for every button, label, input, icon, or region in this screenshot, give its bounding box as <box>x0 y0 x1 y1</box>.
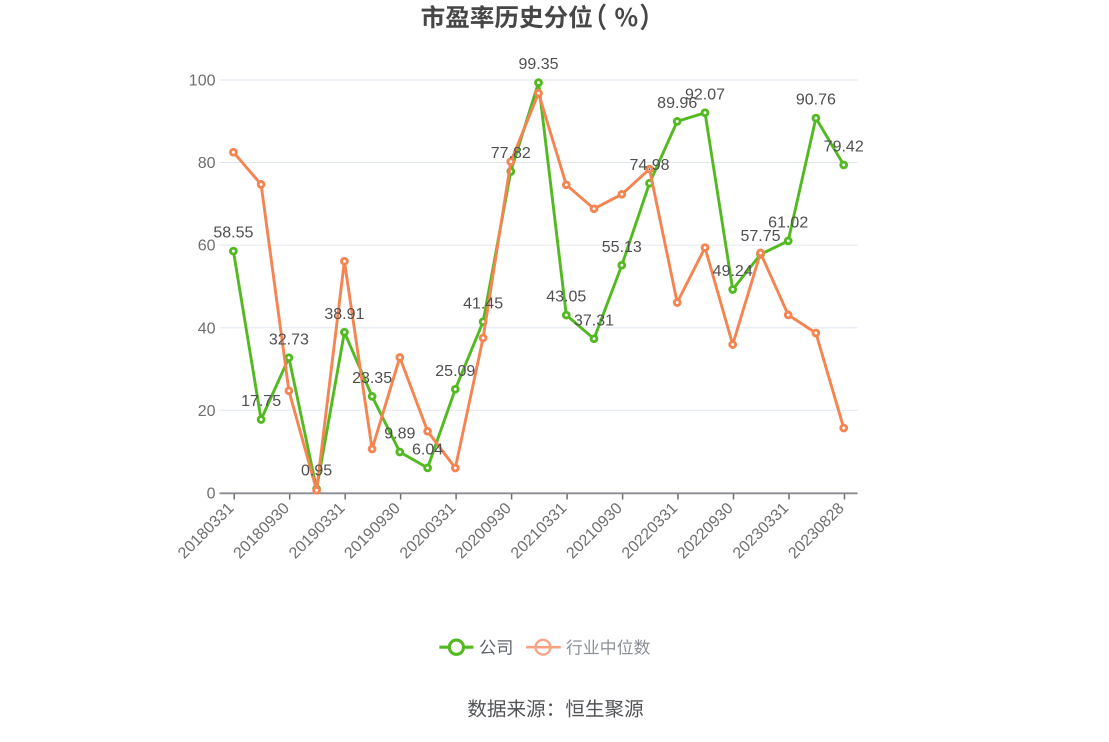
svg-text:49.24: 49.24 <box>713 263 753 280</box>
svg-text:100: 100 <box>189 73 216 90</box>
svg-text:92.07: 92.07 <box>685 86 725 103</box>
svg-text:43.05: 43.05 <box>546 289 586 306</box>
svg-text:58.55: 58.55 <box>213 225 253 242</box>
svg-text:32.73: 32.73 <box>269 331 309 348</box>
svg-text:37.31: 37.31 <box>574 312 614 329</box>
svg-text:80: 80 <box>198 155 216 172</box>
svg-text:55.13: 55.13 <box>602 239 642 256</box>
svg-text:60: 60 <box>198 238 216 255</box>
svg-text:25.09: 25.09 <box>435 363 475 380</box>
svg-text:90.76: 90.76 <box>796 92 836 109</box>
svg-text:57.75: 57.75 <box>740 228 780 245</box>
svg-text:23.35: 23.35 <box>352 370 392 387</box>
svg-text:38.91: 38.91 <box>324 306 364 323</box>
svg-text:0: 0 <box>207 485 216 502</box>
svg-text:77.82: 77.82 <box>491 145 531 162</box>
svg-text:17.75: 17.75 <box>241 393 281 410</box>
svg-text:20: 20 <box>198 403 216 420</box>
svg-text:99.35: 99.35 <box>518 56 558 73</box>
svg-text:0.95: 0.95 <box>301 463 332 480</box>
svg-text:74.98: 74.98 <box>629 157 669 174</box>
svg-text:6.04: 6.04 <box>412 442 443 459</box>
svg-text:61.02: 61.02 <box>768 215 808 232</box>
svg-text:9.89: 9.89 <box>384 426 415 443</box>
svg-text:79.42: 79.42 <box>824 139 864 156</box>
svg-text:89.96: 89.96 <box>657 95 697 112</box>
svg-text:40: 40 <box>198 320 216 337</box>
svg-text:41.45: 41.45 <box>463 295 503 312</box>
